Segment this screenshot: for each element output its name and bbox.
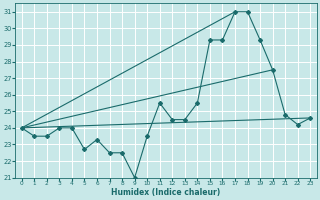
X-axis label: Humidex (Indice chaleur): Humidex (Indice chaleur)	[111, 188, 220, 197]
